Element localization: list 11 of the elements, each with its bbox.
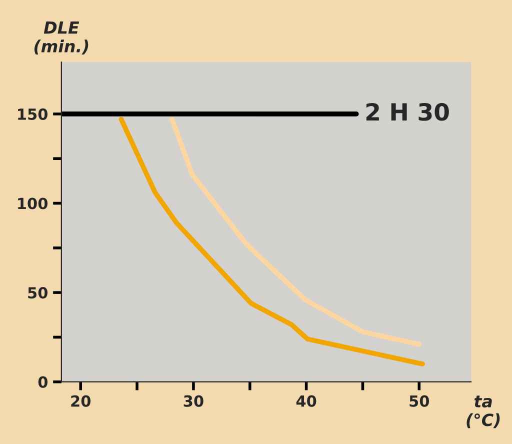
x-tick-label: 40 (296, 395, 316, 407)
x-tick-label: 30 (184, 395, 204, 407)
x-axis-title: ta (°C) (466, 396, 500, 428)
y-tick-label: 50 (28, 287, 48, 299)
y-axis-title: DLE (min.) (34, 21, 88, 54)
y-tick-label: 0 (38, 376, 48, 388)
x-tick-label: 50 (410, 395, 430, 407)
y-tick-label: 100 (18, 198, 48, 210)
ref-line-label: 2 H 30 (366, 102, 449, 121)
y-tick-label: 150 (18, 108, 48, 120)
x-tick-label: 20 (71, 395, 91, 407)
